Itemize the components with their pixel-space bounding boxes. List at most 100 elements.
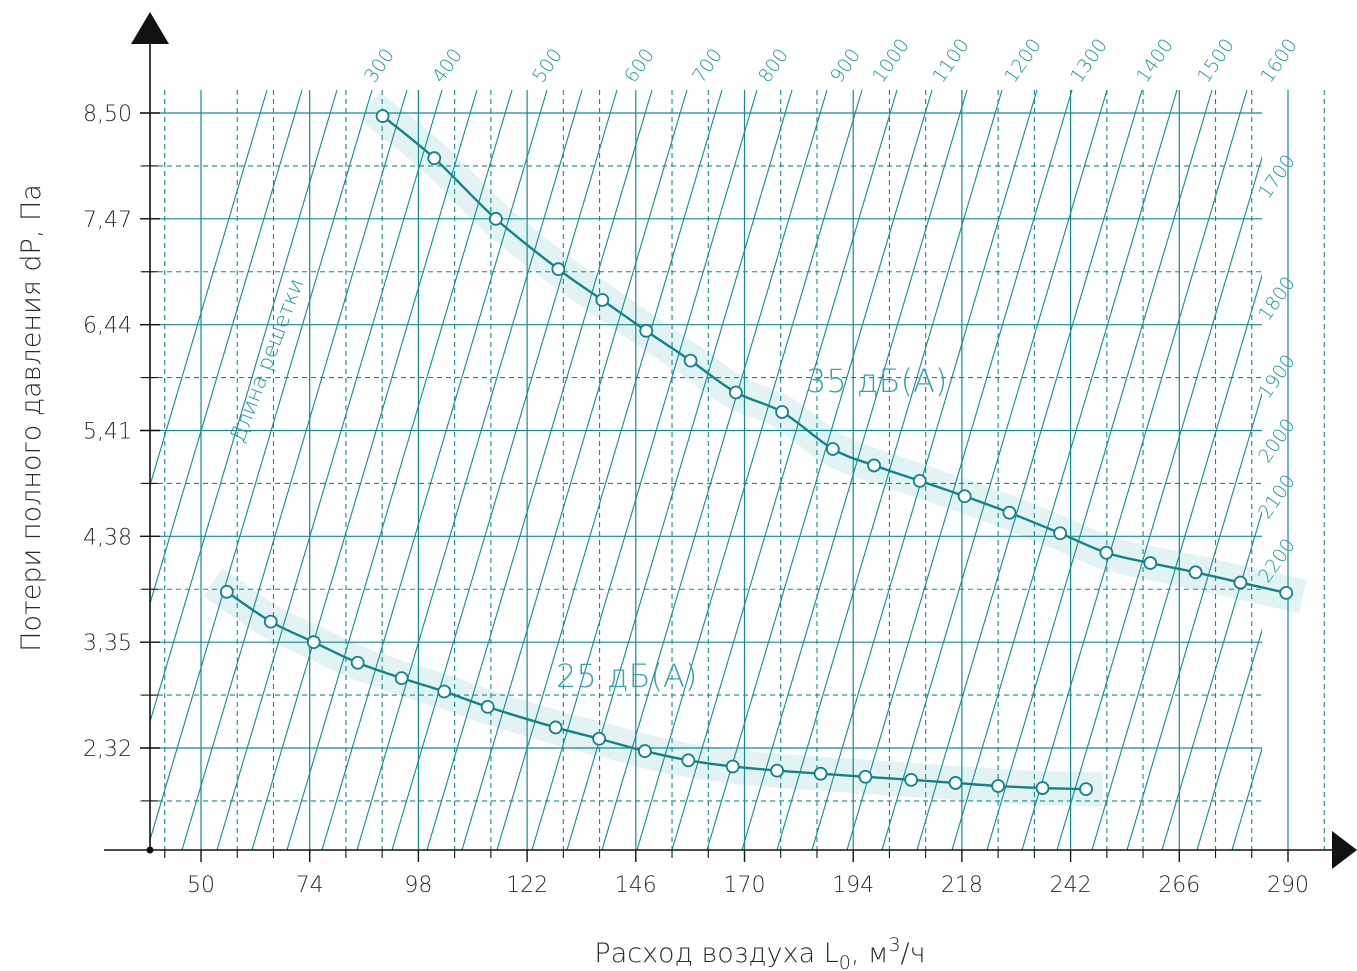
diagonal-line — [181, 89, 408, 850]
diagonal-line — [150, 89, 373, 842]
x-tick-label: 122 — [506, 873, 548, 898]
x-tick-label: 242 — [1050, 873, 1092, 898]
diagonal-line — [1091, 273, 1262, 850]
data-point — [858, 769, 873, 784]
diagonal-line — [741, 89, 968, 850]
data-point — [725, 759, 740, 774]
diagonal-line — [150, 89, 338, 724]
diagonal-line — [951, 89, 1178, 850]
diagonal-line — [150, 89, 268, 488]
diagonal-line — [1267, 90, 1357, 850]
diagonal-line — [216, 89, 443, 850]
diagonal-line — [601, 89, 828, 850]
data-point — [904, 772, 919, 787]
data-point — [263, 614, 278, 629]
diagonal-label: 900 — [826, 45, 865, 87]
x-tick-label: 50 — [187, 873, 215, 898]
diagonal-line — [916, 89, 1143, 850]
diagonal-line — [706, 89, 933, 850]
x-tick-label: 290 — [1267, 873, 1309, 898]
diagonal-line — [1056, 155, 1262, 850]
data-point — [306, 635, 321, 650]
diagonal-label: 1300 — [1066, 35, 1112, 87]
data-point — [595, 293, 610, 307]
data-point — [728, 385, 743, 400]
data-point — [1233, 575, 1248, 590]
data-point — [813, 766, 828, 781]
x-tick-label: 98 — [404, 873, 432, 898]
data-point — [1279, 585, 1294, 600]
data-point — [681, 753, 696, 768]
data-point — [1035, 781, 1050, 795]
x-tick-label: 194 — [832, 873, 874, 898]
diagonal-line — [1126, 392, 1262, 850]
data-point — [548, 720, 563, 735]
data-point — [1002, 505, 1017, 520]
data-point — [1079, 782, 1093, 797]
y-tick-label: 7,47 — [83, 208, 132, 233]
data-point — [639, 323, 654, 338]
x-tick-label: 170 — [724, 873, 766, 898]
diagonal-line — [566, 89, 793, 850]
diagonal-label: 500 — [528, 45, 567, 87]
diagonal-line — [1337, 90, 1357, 850]
diagonal-label: 2100 — [1254, 471, 1300, 523]
origin-dot — [146, 846, 154, 854]
data-point — [948, 776, 963, 790]
diagonal-line — [846, 89, 1073, 850]
diagonal-label: 2000 — [1254, 415, 1300, 467]
diagonal-line — [251, 89, 478, 850]
diagonal-label: 1900 — [1254, 351, 1300, 403]
diagonal-line — [321, 89, 548, 850]
data-point — [480, 699, 495, 714]
diagonal-label: 400 — [428, 45, 467, 87]
y-tick-label: 5,41 — [83, 420, 132, 445]
diagonal-line — [1302, 90, 1357, 850]
x-axis-title: Расход воздуха L0, м3/ч — [594, 934, 925, 971]
diagonal-line — [671, 89, 898, 850]
diagonal-line — [286, 89, 513, 850]
data-point — [551, 262, 566, 277]
diagonal-label: 1700 — [1254, 151, 1300, 203]
data-point — [350, 655, 365, 670]
data-point — [592, 731, 607, 746]
data-point — [375, 109, 390, 123]
y-tick-label: 8,50 — [83, 102, 132, 127]
diagonal-label: 1600 — [1256, 35, 1302, 87]
y-axis-title: Потери полного давления dP, Па — [16, 184, 47, 652]
axis-ticks: 50 74 98 122 146 170 194 218 242 266 290 2,32 3,35 4,… — [83, 102, 1309, 898]
diagonal-line — [356, 89, 583, 850]
diagonal-line — [1021, 89, 1248, 850]
series — [219, 109, 1294, 797]
series-label-25: 25 дБ(А) — [556, 657, 697, 695]
diagonal-line — [391, 89, 618, 850]
diagonal-label: 300 — [360, 45, 399, 87]
series-label-35: 35 дБ(А) — [806, 362, 947, 400]
diagonal-label: 1400 — [1132, 35, 1178, 87]
data-point — [1143, 556, 1158, 570]
y-tick-label: 3,35 — [83, 631, 132, 656]
data-point — [1188, 565, 1203, 580]
x-tick-label: 146 — [615, 873, 657, 898]
data-point — [683, 353, 698, 368]
diagonal-label: 800 — [754, 45, 793, 87]
diagonal-line — [461, 89, 688, 850]
curve-bands — [203, 92, 1307, 807]
diagonal-line — [881, 89, 1108, 850]
y-axis-arrow — [131, 12, 169, 44]
data-point — [637, 744, 652, 758]
data-point — [770, 763, 785, 778]
diagonal-line — [531, 89, 758, 850]
data-point — [394, 671, 409, 686]
diagonal-line — [636, 89, 863, 850]
data-point — [867, 458, 881, 473]
diagonal-line — [986, 89, 1213, 850]
x-tick-label: 266 — [1158, 873, 1200, 898]
diagonal-line — [150, 89, 303, 606]
data-point — [437, 684, 452, 699]
diagonal-length-lines — [150, 89, 1357, 850]
diagonal-line — [1161, 510, 1262, 850]
data-point — [912, 473, 927, 488]
data-point — [957, 489, 972, 504]
